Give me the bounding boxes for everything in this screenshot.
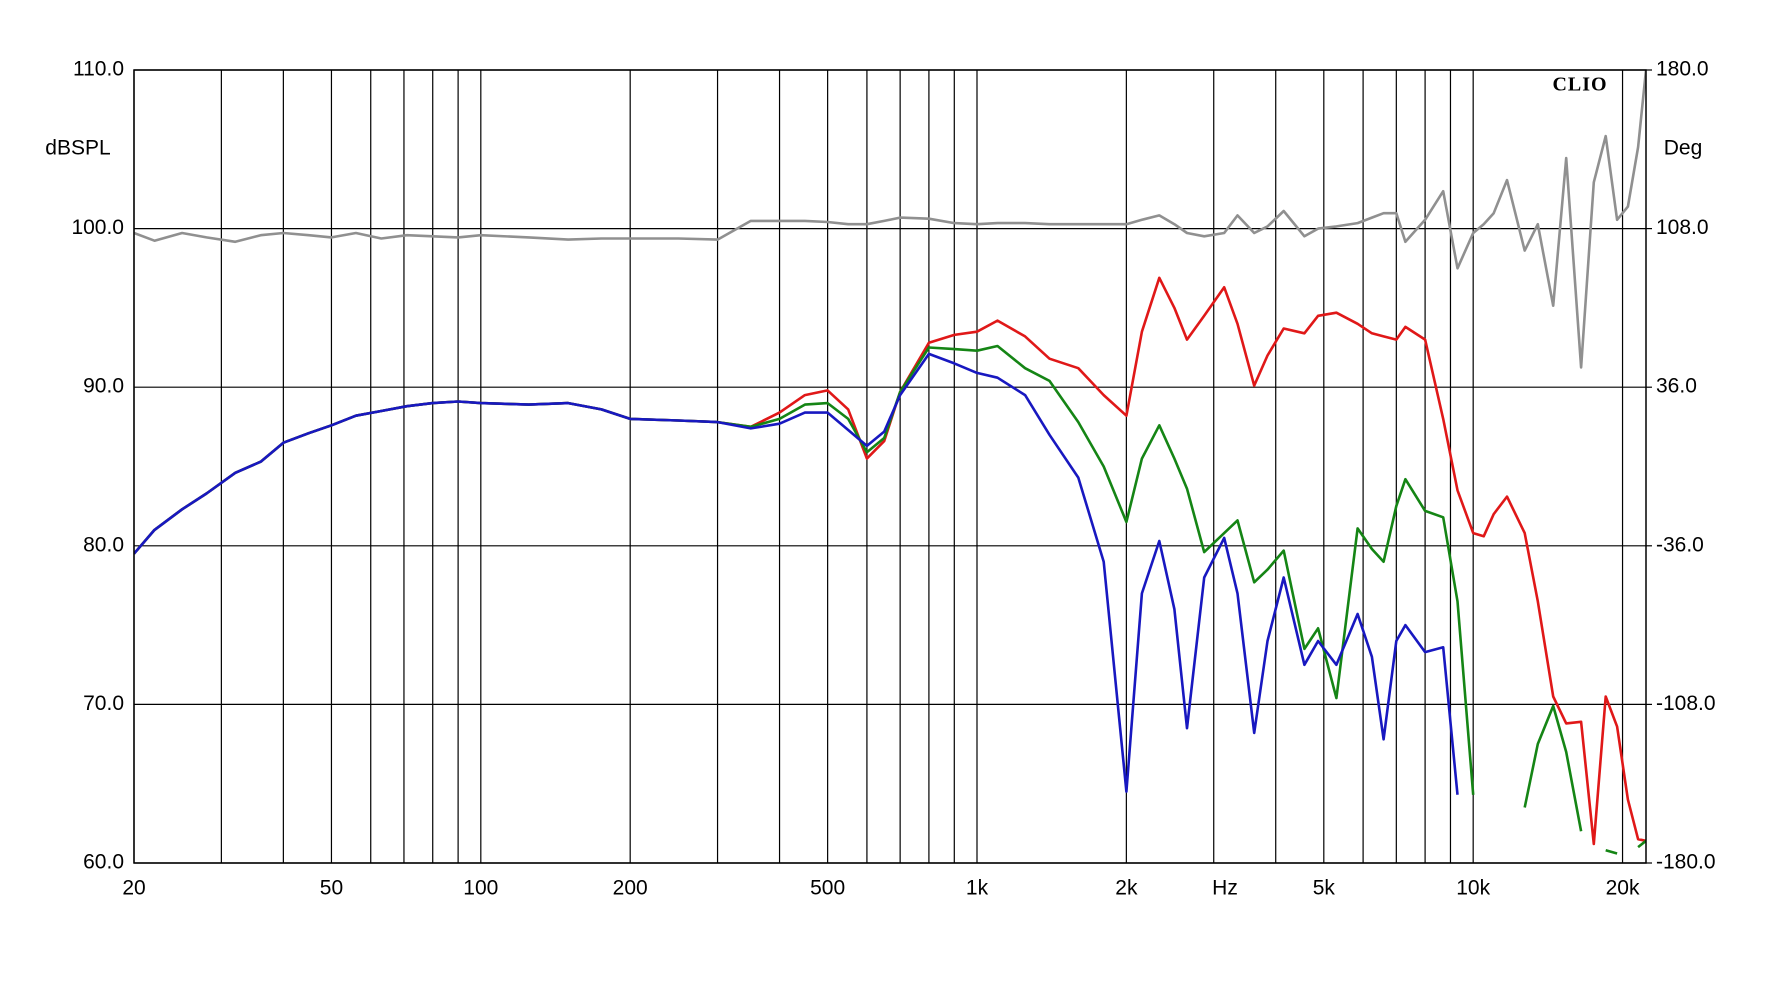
y2-tick-label: -108.0 bbox=[1656, 692, 1716, 715]
y2-axis-label: Deg bbox=[1664, 137, 1703, 160]
x-tick-label: 10k bbox=[1456, 877, 1490, 900]
x-tick-label: 20 bbox=[122, 877, 145, 900]
plot-frame bbox=[133, 69, 1647, 864]
x-tick-label: 500 bbox=[810, 877, 845, 900]
x-tick-label: 200 bbox=[613, 877, 648, 900]
y2-tick-label: 180.0 bbox=[1656, 58, 1709, 81]
x-axis-label: Hz bbox=[1212, 877, 1238, 900]
y-tick-label: 70.0 bbox=[83, 692, 124, 715]
y-tick-label: 110.0 bbox=[73, 58, 124, 81]
y-tick-label: 60.0 bbox=[83, 851, 124, 874]
y-tick-label: 80.0 bbox=[83, 533, 124, 556]
y2-tick-label: -180.0 bbox=[1656, 851, 1716, 874]
y2-tick-label: -36.0 bbox=[1656, 533, 1704, 556]
y2-tick-label: 36.0 bbox=[1656, 375, 1697, 398]
y-tick-label: 90.0 bbox=[83, 375, 124, 398]
y2-tick-label: 108.0 bbox=[1656, 216, 1709, 239]
y-tick-label: 100.0 bbox=[71, 216, 124, 239]
response-line bbox=[134, 344, 1646, 855]
annotation: CLIO bbox=[1552, 74, 1607, 96]
phase-line bbox=[134, 70, 1646, 369]
x-tick-label: 1k bbox=[966, 877, 989, 900]
y-axis-label: dBSPL bbox=[45, 137, 110, 160]
x-tick-label: 20k bbox=[1606, 877, 1640, 900]
x-tick-label: 100 bbox=[463, 877, 498, 900]
x-tick-label: 50 bbox=[320, 877, 343, 900]
x-tick-label: 5k bbox=[1313, 877, 1336, 900]
x-tick-label: 2k bbox=[1115, 877, 1138, 900]
